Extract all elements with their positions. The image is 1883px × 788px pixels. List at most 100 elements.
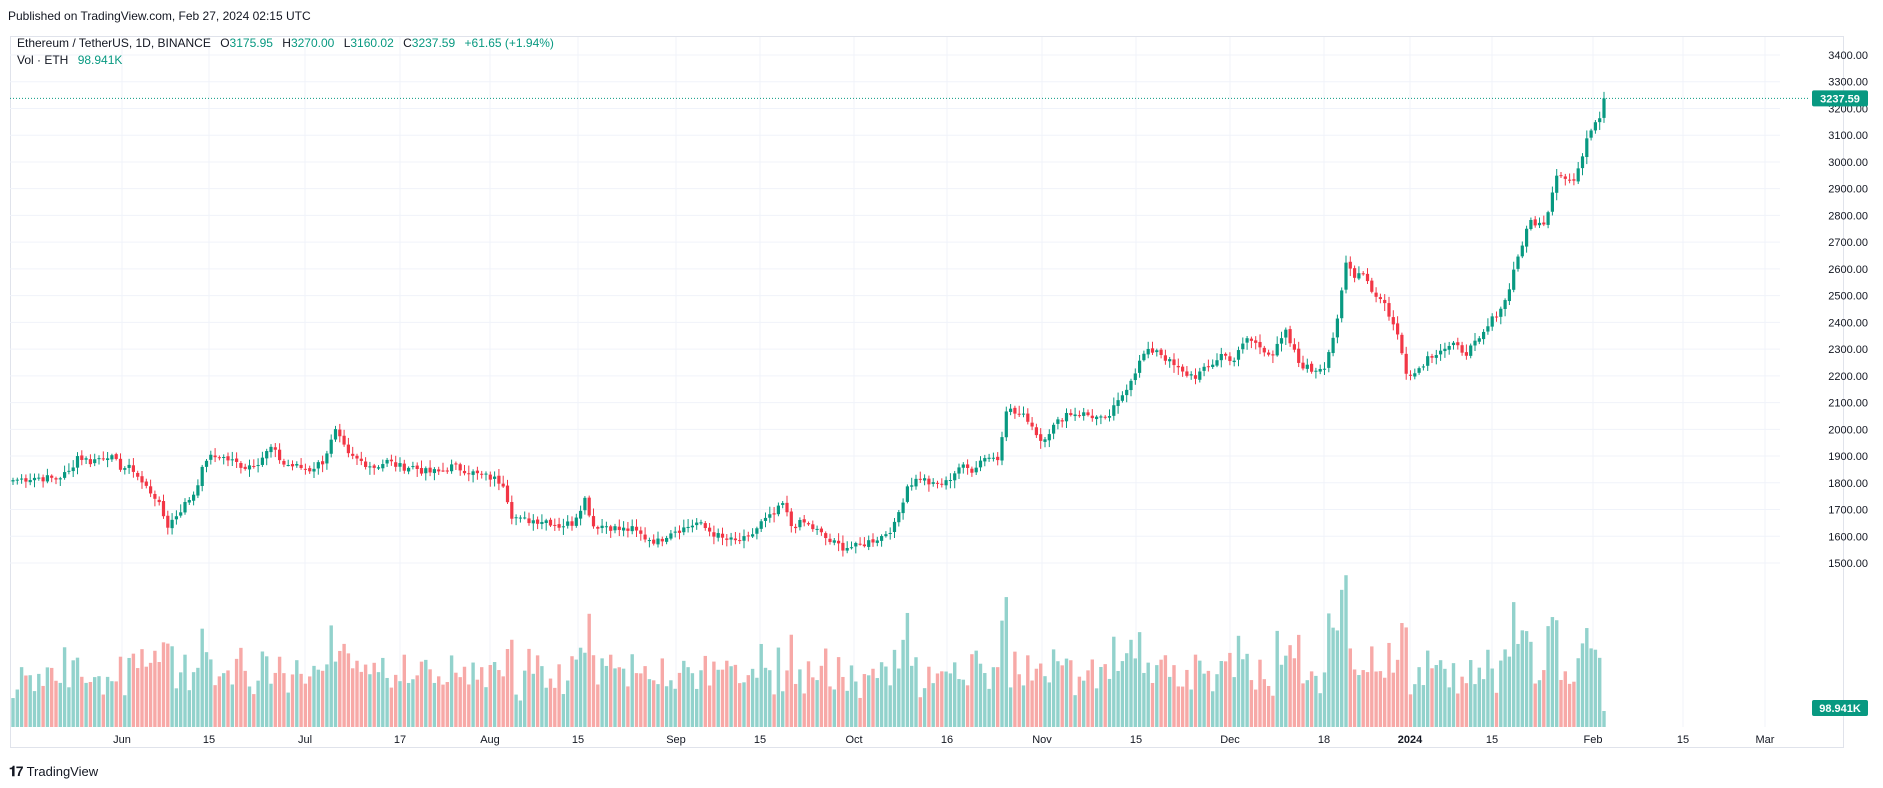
candle-body bbox=[480, 473, 484, 475]
volume-bar bbox=[1245, 653, 1249, 727]
volume-bar bbox=[166, 643, 170, 727]
volume-bar bbox=[1137, 632, 1142, 727]
candle-body bbox=[725, 538, 729, 540]
candle-body bbox=[1482, 331, 1486, 340]
candle-body bbox=[983, 458, 987, 462]
volume-bar bbox=[1533, 683, 1537, 727]
candle-body bbox=[978, 460, 983, 468]
volume-label[interactable]: Vol · ETH bbox=[17, 53, 69, 67]
volume-bar bbox=[226, 670, 230, 727]
time-tick-label: 15 bbox=[1486, 734, 1498, 746]
candle-body bbox=[824, 533, 828, 539]
volume-bar bbox=[105, 676, 110, 727]
candle-body bbox=[622, 527, 626, 531]
candle-body bbox=[432, 469, 436, 474]
volume-bar bbox=[484, 687, 488, 727]
time-tick-label: Nov bbox=[1032, 734, 1052, 746]
candle-body bbox=[286, 464, 290, 466]
candle-body bbox=[389, 459, 393, 462]
volume-bar bbox=[849, 665, 854, 727]
candle-body bbox=[97, 458, 101, 460]
volume-bar bbox=[578, 647, 583, 727]
volume-bar bbox=[1309, 671, 1314, 727]
candle-body bbox=[781, 503, 785, 505]
candle-body bbox=[1602, 98, 1606, 118]
volume-bar bbox=[411, 679, 415, 727]
volume-bar bbox=[286, 692, 290, 727]
volume-bar bbox=[333, 661, 338, 727]
candle-body bbox=[626, 528, 630, 531]
volume-bar bbox=[1279, 664, 1284, 727]
time-tick-label: 18 bbox=[1318, 734, 1330, 746]
volume-bar bbox=[492, 662, 497, 727]
low-label: L bbox=[343, 36, 351, 50]
volume-bar bbox=[759, 643, 763, 727]
volume-bar bbox=[1133, 658, 1137, 727]
candle-body bbox=[634, 526, 639, 531]
volume-bar bbox=[1585, 628, 1589, 727]
volume-bar bbox=[566, 680, 570, 727]
candle-body bbox=[1404, 353, 1408, 374]
volume-bar bbox=[1150, 682, 1155, 727]
volume-bar bbox=[1013, 651, 1017, 727]
time-tick-label: Dec bbox=[1220, 734, 1240, 746]
volume-bar bbox=[1426, 650, 1430, 727]
volume-bar bbox=[316, 669, 320, 727]
volume-bar bbox=[329, 625, 333, 727]
candle-body bbox=[441, 470, 445, 472]
candle-body bbox=[321, 461, 325, 465]
symbol-name[interactable]: Ethereum / TetherUS, 1D, BINANCE bbox=[17, 36, 211, 50]
candle-body bbox=[58, 478, 62, 480]
volume-bar bbox=[652, 680, 656, 727]
volume-bar bbox=[1391, 672, 1395, 727]
candle-body bbox=[71, 467, 75, 472]
candle-body bbox=[832, 540, 836, 543]
chart-frame bbox=[10, 36, 1844, 748]
volume-bar bbox=[187, 690, 191, 727]
price-tick-label: 2400.00 bbox=[1828, 317, 1868, 329]
volume-bar bbox=[1026, 655, 1030, 727]
candle-body bbox=[256, 465, 260, 467]
volume-bar bbox=[970, 654, 974, 727]
candle-body bbox=[1473, 340, 1477, 346]
candle-body bbox=[910, 485, 914, 487]
volume-bar bbox=[793, 683, 798, 727]
volume-bar bbox=[260, 651, 265, 727]
volume-bar bbox=[11, 698, 15, 727]
volume-bar bbox=[768, 670, 772, 727]
tradingview-brand[interactable]: 𝟏7 TradingView bbox=[9, 763, 98, 780]
volume-bar bbox=[110, 681, 114, 727]
price-tick-label: 1900.00 bbox=[1828, 451, 1868, 463]
volume-bar bbox=[1421, 685, 1426, 727]
volume-bar bbox=[755, 677, 759, 727]
volume-bar bbox=[729, 666, 733, 727]
volume-bar bbox=[1593, 649, 1598, 727]
candle-body bbox=[351, 453, 355, 456]
volume-bar bbox=[359, 671, 363, 727]
volume-bar bbox=[419, 661, 424, 727]
candle-body bbox=[974, 467, 978, 473]
candle-body bbox=[652, 539, 656, 544]
volume-bar bbox=[290, 674, 295, 727]
candle-body bbox=[587, 497, 591, 516]
volume-bar bbox=[591, 655, 596, 727]
volume-bar bbox=[1529, 641, 1533, 727]
candle-body bbox=[1335, 318, 1339, 338]
time-tick-label: 16 bbox=[941, 734, 953, 746]
volume-bar bbox=[1602, 711, 1606, 727]
candle-body bbox=[1387, 303, 1391, 317]
candle-body bbox=[609, 526, 613, 531]
candle-body bbox=[458, 464, 462, 471]
candle-body bbox=[308, 468, 312, 472]
volume-bar bbox=[879, 662, 884, 727]
candle-body bbox=[1206, 366, 1210, 368]
candle-body bbox=[239, 463, 243, 468]
volume-bar bbox=[462, 666, 467, 727]
volume-bar bbox=[1469, 660, 1473, 727]
volume-bar bbox=[1344, 575, 1348, 727]
volume-bar bbox=[501, 676, 505, 727]
candle-body bbox=[940, 483, 944, 485]
volume-bar bbox=[716, 669, 720, 727]
candle-body bbox=[845, 548, 849, 551]
